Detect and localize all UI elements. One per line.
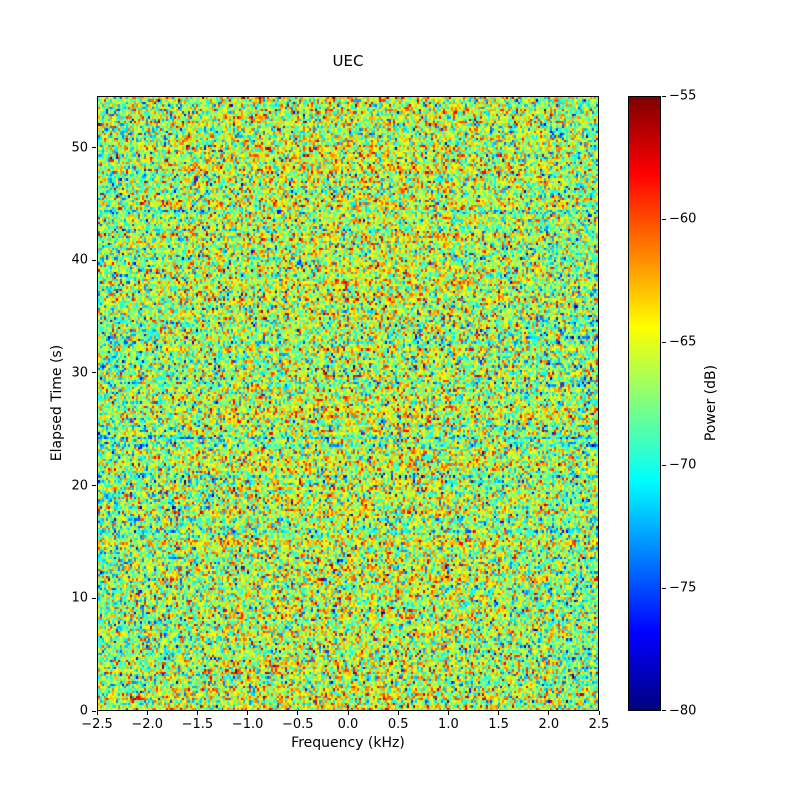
x-tick-mark (447, 711, 449, 715)
x-tick-mark (146, 711, 148, 715)
y-tick-label: 40 (71, 252, 88, 268)
colorbar-tick-mark (662, 464, 666, 466)
y-tick-label: 20 (71, 478, 88, 494)
x-tick-label: −2.0 (131, 717, 163, 732)
colorbar (628, 96, 661, 711)
x-tick-mark (347, 711, 349, 715)
x-tick-label: 0.5 (387, 717, 409, 732)
spectrogram-plot-area (97, 96, 599, 711)
x-tick-mark (247, 711, 249, 715)
colorbar-tick-mark (662, 218, 666, 220)
x-tick-label: −1.0 (231, 717, 264, 732)
x-tick-mark (548, 711, 550, 715)
x-tick-mark (96, 711, 98, 715)
y-tick-mark (92, 597, 96, 599)
x-tick-label: −1.5 (181, 717, 214, 732)
colorbar-tick-label: −65 (669, 334, 697, 350)
y-tick-label: 30 (71, 365, 88, 381)
y-tick-label: 50 (71, 140, 88, 156)
colorbar-tick-label: −70 (669, 457, 697, 473)
colorbar-tick-mark (662, 341, 666, 343)
x-tick-mark (196, 711, 198, 715)
y-tick-mark (92, 259, 96, 261)
colorbar-tick-label: −80 (669, 703, 697, 719)
y-tick-label: 10 (71, 590, 88, 606)
colorbar-tick-mark (662, 587, 666, 589)
colorbar-gradient-canvas (629, 97, 660, 710)
x-tick-label: 2.5 (588, 717, 610, 732)
y-tick-mark (92, 147, 96, 149)
x-tick-mark (498, 711, 500, 715)
x-tick-label: −2.5 (81, 717, 113, 732)
colorbar-tick-label: −60 (669, 211, 697, 227)
y-tick-label: 0 (79, 703, 88, 719)
colorbar-tick-label: −75 (669, 580, 697, 596)
y-tick-mark (92, 710, 96, 712)
x-tick-mark (598, 711, 600, 715)
y-axis-label: Elapsed Time (s) (49, 344, 65, 462)
x-tick-mark (397, 711, 399, 715)
colorbar-tick-mark (662, 709, 666, 711)
x-tick-label: 1.5 (488, 717, 509, 732)
x-tick-label: 2.0 (538, 717, 560, 732)
plot-title: UEC (332, 52, 364, 71)
x-axis-label: Frequency (kHz) (291, 735, 405, 751)
colorbar-tick-label: −55 (669, 88, 697, 104)
y-tick-mark (92, 485, 96, 487)
x-tick-mark (297, 711, 299, 715)
y-tick-mark (92, 372, 96, 374)
colorbar-tick-mark (662, 95, 666, 97)
spectrogram-heatmap-canvas (98, 97, 598, 710)
colorbar-label: Power (dB) (703, 364, 719, 442)
x-tick-label: 0.0 (337, 717, 359, 732)
x-tick-label: 1.0 (438, 717, 459, 732)
x-tick-label: −0.5 (282, 717, 314, 732)
